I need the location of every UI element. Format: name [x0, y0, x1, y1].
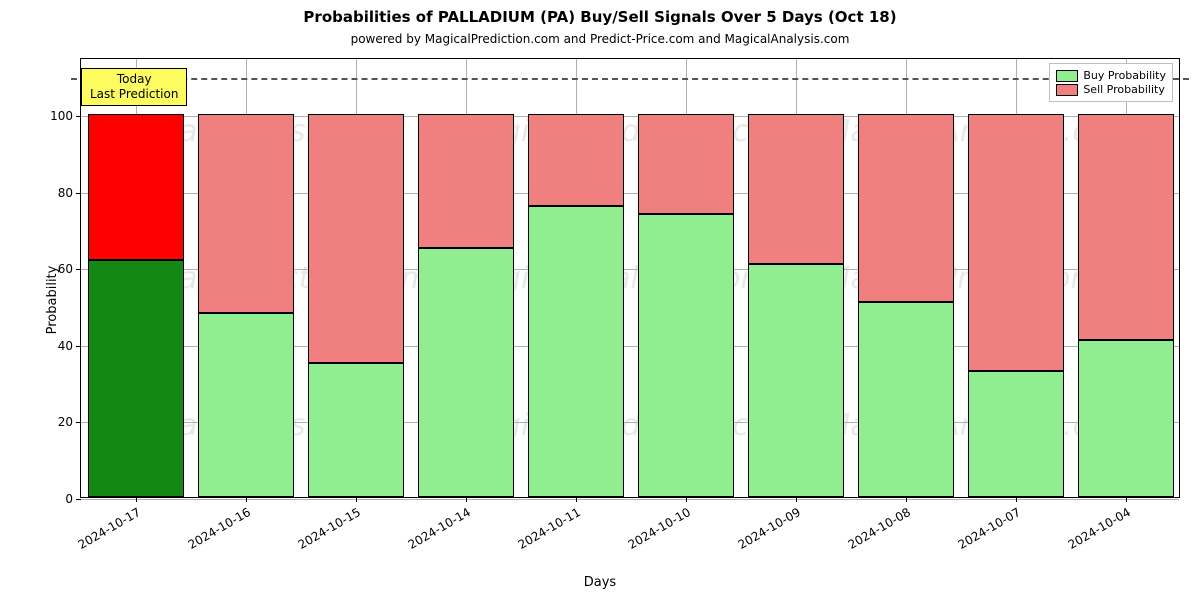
xtick-mark [576, 497, 577, 502]
xtick-label: 2024-10-04 [1066, 505, 1133, 552]
ytick-label: 0 [65, 492, 73, 506]
xtick-mark [796, 497, 797, 502]
bar-buy [88, 260, 185, 497]
bar-buy [968, 371, 1065, 497]
xtick-mark [466, 497, 467, 502]
bar-group [528, 114, 625, 497]
ytick-label: 60 [58, 262, 73, 276]
annotation-line1: Today [117, 72, 152, 86]
xtick-label: 2024-10-08 [846, 505, 913, 552]
ytick-mark [76, 193, 81, 194]
xtick-mark [136, 497, 137, 502]
xtick-mark [906, 497, 907, 502]
legend: Buy ProbabilitySell Probability [1049, 63, 1173, 102]
bar-group [748, 114, 845, 497]
ytick-label: 40 [58, 339, 73, 353]
bar-group [308, 114, 405, 497]
xtick-label: 2024-10-14 [406, 505, 473, 552]
bar-buy [748, 264, 845, 497]
xtick-mark [1126, 497, 1127, 502]
chart-subtitle: powered by MagicalPrediction.com and Pre… [0, 32, 1200, 46]
bar-sell [418, 114, 515, 248]
bar-buy [858, 302, 955, 497]
reference-line [71, 78, 1189, 80]
legend-swatch [1056, 70, 1078, 82]
bar-sell [198, 114, 295, 313]
bar-buy [418, 248, 515, 497]
ytick-label: 80 [58, 186, 73, 200]
bar-sell [528, 114, 625, 206]
ytick-mark [76, 269, 81, 270]
xtick-mark [1016, 497, 1017, 502]
xtick-mark [246, 497, 247, 502]
bar-buy [1078, 340, 1175, 497]
xtick-label: 2024-10-11 [516, 505, 583, 552]
xtick-mark [356, 497, 357, 502]
bar-sell [858, 114, 955, 301]
bar-buy [638, 214, 735, 497]
today-annotation: Today Last Prediction [81, 68, 187, 106]
bar-group [858, 114, 955, 497]
ytick-mark [76, 422, 81, 423]
bar-sell [88, 114, 185, 259]
legend-item: Buy Probability [1056, 69, 1166, 82]
bar-buy [528, 206, 625, 497]
ytick-label: 20 [58, 415, 73, 429]
bar-buy [308, 363, 405, 497]
bar-sell [638, 114, 735, 213]
ytick-mark [76, 346, 81, 347]
annotation-line2: Last Prediction [90, 87, 178, 101]
legend-item: Sell Probability [1056, 83, 1166, 96]
bar-sell [1078, 114, 1175, 340]
bar-group [1078, 114, 1175, 497]
bar-group [638, 114, 735, 497]
bar-sell [748, 114, 845, 263]
legend-label: Sell Probability [1083, 83, 1165, 96]
legend-swatch [1056, 84, 1078, 96]
xtick-label: 2024-10-17 [76, 505, 143, 552]
bar-sell [308, 114, 405, 363]
xtick-label: 2024-10-09 [736, 505, 803, 552]
bar-sell [968, 114, 1065, 370]
xtick-mark [686, 497, 687, 502]
xtick-label: 2024-10-15 [296, 505, 363, 552]
x-axis-label: Days [0, 575, 1200, 590]
ytick-mark [76, 499, 81, 500]
legend-label: Buy Probability [1083, 69, 1166, 82]
bar-buy [198, 313, 295, 497]
bar-group [418, 114, 515, 497]
bar-group [198, 114, 295, 497]
bar-group [88, 114, 185, 497]
bar-group [968, 114, 1065, 497]
ytick-mark [76, 116, 81, 117]
xtick-label: 2024-10-16 [186, 505, 253, 552]
figure: Probabilities of PALLADIUM (PA) Buy/Sell… [0, 0, 1200, 600]
plot-area: MagicalAnalysis.comMagicalPrediction.com… [80, 58, 1180, 498]
xtick-label: 2024-10-10 [626, 505, 693, 552]
xtick-label: 2024-10-07 [956, 505, 1023, 552]
chart-title: Probabilities of PALLADIUM (PA) Buy/Sell… [0, 8, 1200, 26]
ytick-label: 100 [50, 109, 73, 123]
